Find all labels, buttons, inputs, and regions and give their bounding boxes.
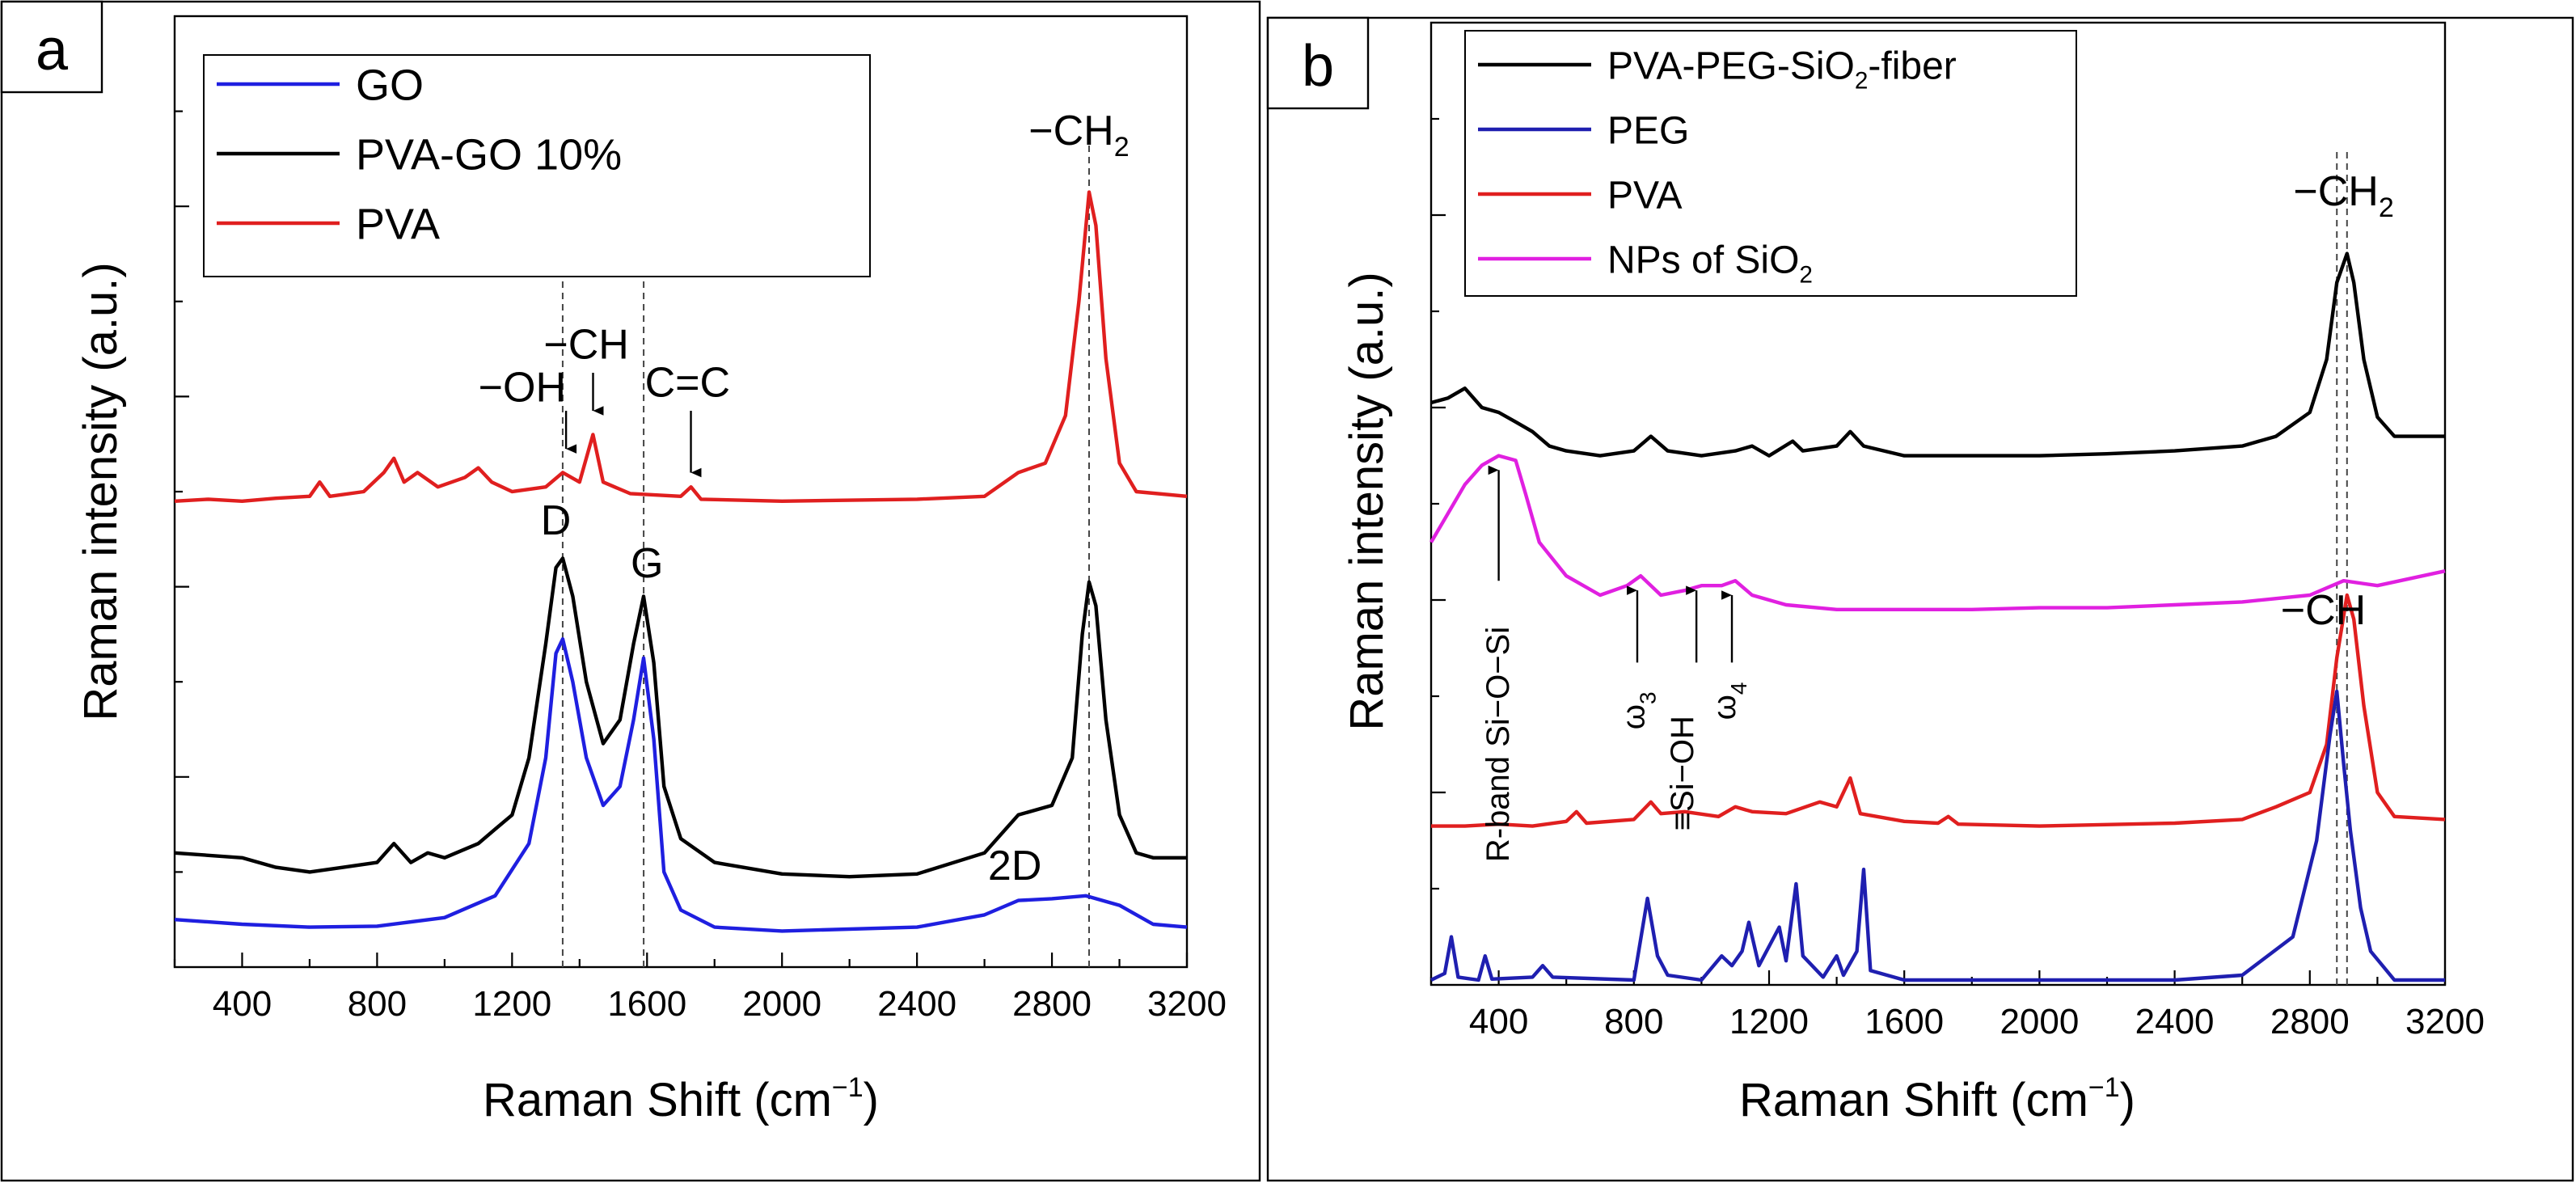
panel-b-label: b — [1302, 34, 1334, 99]
annotation-label: C=C — [645, 359, 730, 406]
x-tick-label: 800 — [1604, 1002, 1663, 1041]
series-line-pva-peg-sio2-fiber — [1430, 251, 2445, 458]
series-line-nps-of-sio2 — [1429, 454, 2446, 611]
annotation-label: ω4 — [1707, 682, 1751, 720]
annotation-label: D — [541, 497, 572, 544]
annotation-label: −CH2 — [1028, 108, 1129, 163]
panel-a-border — [0, 0, 1261, 1182]
x-tick-label: 2400 — [877, 984, 956, 1024]
annotation-label: −CH2 — [2293, 168, 2393, 223]
annotation-label: −CH — [2281, 587, 2366, 634]
x-tick-label: 400 — [1469, 1002, 1528, 1041]
annotation-label: R-band Si−O−Si — [1480, 627, 1516, 862]
x-tick-label: 3200 — [1147, 984, 1227, 1024]
panel-b-legend-box — [1464, 30, 2077, 297]
x-tick-label: 800 — [348, 984, 407, 1024]
annotation-label: −CH — [543, 321, 628, 368]
panel-a: a 400 800 1200 1600 2000 2400 2800 3200 D G 2D −OH… — [0, 0, 1261, 1182]
legend-label: NPs of SiO2 — [1607, 239, 1813, 288]
panel-a-label-box — [0, 0, 103, 94]
series-line-peg — [1430, 689, 2445, 982]
x-tick-label: 1200 — [1729, 1002, 1809, 1041]
x-tick-label: 2000 — [742, 984, 821, 1024]
series-line-pva — [174, 190, 1188, 503]
legend-label: PVA — [1607, 174, 1682, 217]
x-tick-label: 1200 — [472, 984, 551, 1024]
x-tick-label: 400 — [213, 984, 272, 1024]
legend-label: PVA-PEG-SiO2-fiber — [1607, 44, 1957, 94]
panel-a-xticks: 400 800 1200 1600 2000 2400 2800 3200 — [173, 953, 1227, 1024]
series-line-go — [174, 637, 1188, 933]
legend-label: PVA — [356, 200, 440, 248]
panel-a-arrows — [564, 373, 702, 478]
panel-a-x-axis-label: Raman Shift (cm−1) — [483, 1072, 879, 1126]
panel-b-legend: PVA-PEG-SiO2-fiber PEG PVA NPs of SiO2 — [1464, 30, 2077, 297]
x-tick-label: 2800 — [1012, 984, 1092, 1024]
panel-a-y-axis-label: Raman intensity (a.u.) — [74, 262, 127, 720]
panel-b-series — [1429, 251, 2446, 982]
legend-label: PVA-GO 10% — [356, 130, 622, 179]
panel-b-label-box — [1266, 16, 1370, 110]
panel-a-annotations: D G 2D −OH−CH C=C −CH2 — [479, 108, 1130, 889]
panel-a-legend: GO PVA-GO 10% PVA — [203, 54, 871, 277]
panel-a-vlines — [561, 146, 1090, 967]
annotation-label: −OH — [479, 364, 566, 411]
panel-b-y-axis-label: Raman intensity (a.u.) — [1341, 272, 1393, 730]
series-line-pva-go-10- — [174, 556, 1187, 879]
panel-b-xticks: 400 800 1200 1600 2000 2400 2800 3200 — [1429, 970, 2485, 1041]
x-tick-label: 1600 — [1864, 1002, 1944, 1041]
panel-a-legend-box — [203, 54, 871, 277]
series-line-pva — [1431, 593, 2446, 828]
x-tick-label: 1600 — [607, 984, 686, 1024]
legend-label: GO — [356, 61, 424, 109]
panel-b-x-axis-label: Raman Shift (cm−1) — [1739, 1072, 2135, 1126]
legend-label: PEG — [1607, 109, 1689, 152]
panel-b: b 400 800 1200 1600 2000 2400 2800 3200 −CH2−CH… — [1266, 16, 2574, 1182]
annotation-label: G — [631, 540, 663, 587]
panel-b-border — [1266, 16, 2574, 1182]
panel-a-label: a — [36, 18, 69, 82]
annotation-label: ≡Si−OH — [1665, 716, 1700, 830]
x-tick-label: 2000 — [2000, 1002, 2079, 1041]
panel-b-yticks — [1431, 117, 1446, 890]
panel-b-arrows — [1488, 465, 1734, 663]
x-tick-label: 3200 — [2405, 1002, 2485, 1041]
x-tick-label: 2400 — [2135, 1002, 2215, 1041]
x-tick-label: 2800 — [2270, 1002, 2350, 1041]
annotation-label: ω3 — [1615, 691, 1660, 729]
annotation-label: 2D — [988, 843, 1041, 889]
panel-a-yticks — [175, 110, 189, 873]
panel-a-series — [174, 190, 1188, 933]
